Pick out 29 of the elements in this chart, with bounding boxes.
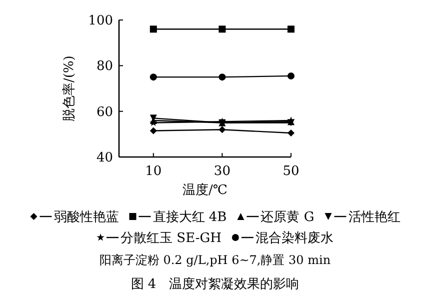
point — [288, 72, 294, 80]
y-tick-label: 40 — [96, 150, 113, 166]
legend-label: 弱酸性艳蓝 — [54, 210, 119, 225]
legend-label: 直接大红 4B — [152, 210, 227, 225]
y-tick-label: 60 — [96, 104, 113, 120]
legend-label: 活性艳红 — [348, 210, 400, 225]
legend-swatch-square: 直接大红 4B — [129, 210, 227, 225]
point — [218, 126, 226, 134]
point — [218, 74, 226, 81]
legend-label: 混合染料废水 — [255, 231, 334, 246]
point — [150, 127, 157, 134]
legend-swatch-triangle-down: 活性艳红 — [324, 210, 400, 225]
point — [150, 26, 157, 33]
x-axis-title: 温度/℃ — [182, 182, 228, 198]
y-tick-label: 100 — [88, 14, 113, 28]
legend-label: 还原黄 G — [260, 210, 314, 225]
point — [218, 26, 226, 33]
point — [150, 74, 157, 81]
text: 图 4 温度对絮凝效果的影响 — [130, 276, 300, 292]
point — [288, 26, 294, 33]
y-tick-label: 80 — [96, 59, 113, 74]
x-tick-label: 10 — [145, 164, 162, 179]
x-tick-label: 30 — [214, 164, 230, 179]
legend-swatch-triangle: 还原黄 G — [237, 210, 314, 225]
y-axis-title: 脱色率/(%) — [61, 56, 77, 122]
text: 阳离子淀粉 0.2 g/L,pH 6~7,静置 30 min — [99, 253, 331, 267]
legend-label: 分散红玉 SE-GH — [120, 231, 222, 246]
x-tick-label: 50 — [282, 164, 300, 179]
point — [288, 130, 294, 137]
